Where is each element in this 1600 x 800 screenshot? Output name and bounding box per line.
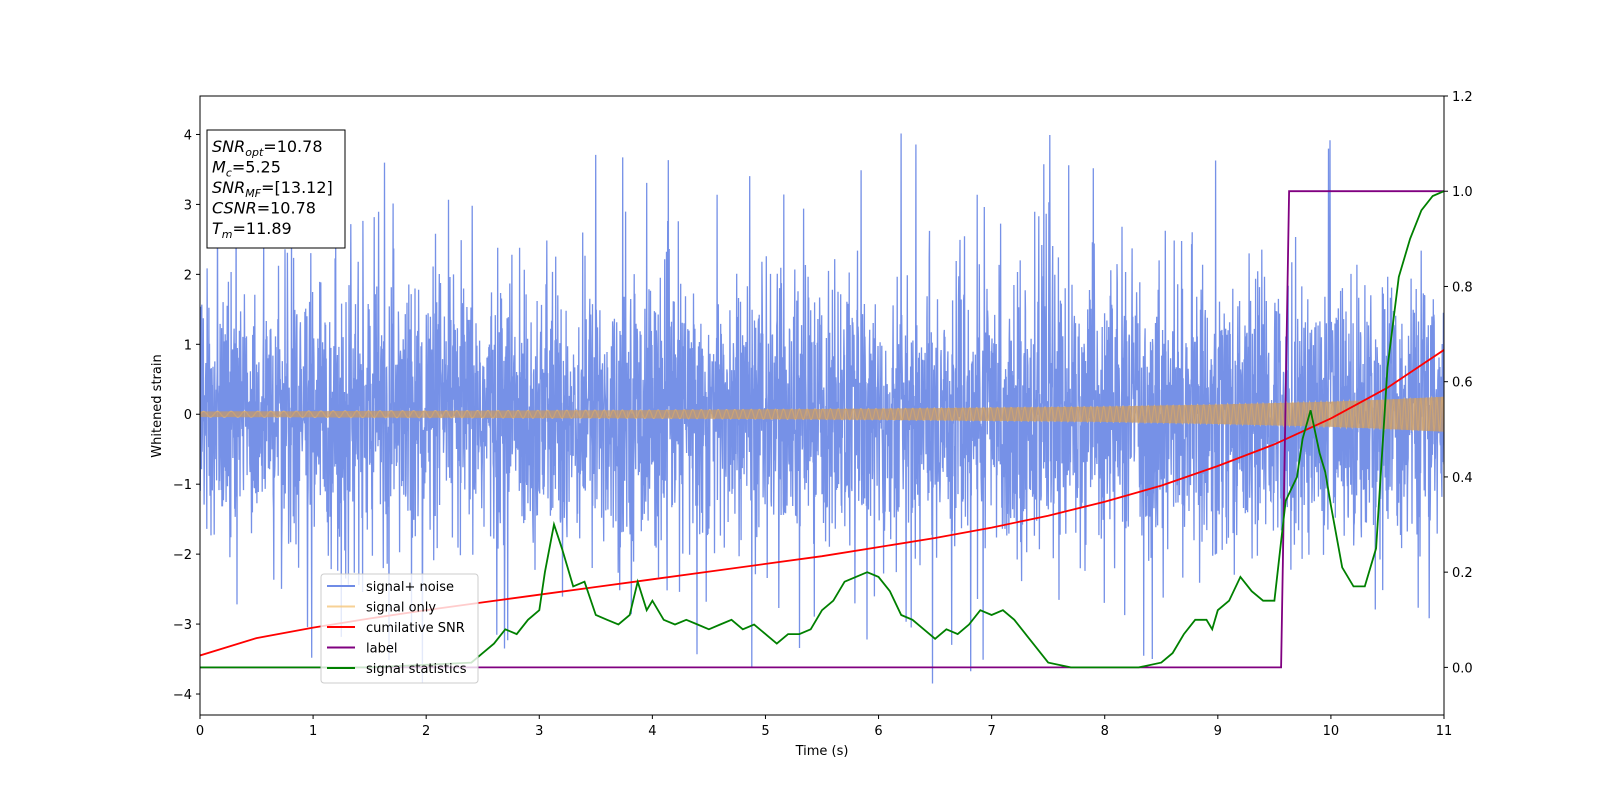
x-tick-label: 3	[535, 724, 543, 739]
x-tick-label: 10	[1323, 724, 1340, 739]
info-line: SNRopt=10.78	[212, 137, 323, 159]
y-tick-label: 4	[184, 128, 192, 143]
y2-tick-label: 0.6	[1452, 376, 1473, 391]
x-tick-label: 7	[987, 724, 995, 739]
legend-label: signal only	[366, 601, 436, 616]
y-tick-label: 2	[184, 268, 192, 283]
info-box: SNRopt=10.78Mc=5.25SNRMF=[13.12]CSNR=10.…	[206, 129, 346, 249]
info-box-frame	[206, 129, 346, 249]
y-tick-label: 1	[184, 338, 192, 353]
legend-label: signal statistics	[366, 662, 467, 677]
y2-tick-label: 1.0	[1452, 185, 1473, 200]
series-label-line	[200, 190, 1444, 669]
plot-frame	[199, 95, 1445, 716]
y-tick-label: −3	[173, 618, 192, 633]
y2-tick-label: 0.8	[1452, 280, 1473, 295]
x-tick-label: 2	[422, 724, 430, 739]
x-tick-label: 9	[1214, 724, 1222, 739]
info-line: Mc=5.25	[212, 158, 281, 180]
y-tick-label: 0	[184, 408, 192, 423]
y-tick-label: −4	[173, 688, 192, 703]
series-signal-statistics-line	[200, 190, 1444, 669]
x-tick-label: 6	[874, 724, 882, 739]
series-signal-noise-line	[200, 133, 1444, 684]
x-tick-label: 1	[309, 724, 317, 739]
legend-frame	[320, 573, 479, 684]
x-tick-label: 5	[761, 724, 769, 739]
y2-tick-label: 1.2	[1452, 90, 1473, 105]
legend-label: label	[366, 642, 397, 657]
info-line: CSNR=10.78	[212, 199, 316, 218]
x-tick-label: 4	[648, 724, 656, 739]
y-tick-label: 3	[184, 198, 192, 213]
x-tick-label: 0	[196, 724, 204, 739]
info-line: Tm=11.89	[212, 219, 292, 241]
legend-label: cumilative SNR	[366, 621, 465, 636]
y2-tick-label: 0.2	[1452, 566, 1473, 581]
info-line: SNRMF=[13.12]	[212, 178, 333, 200]
y-axis-label: Whitened strain	[150, 354, 165, 457]
y2-tick-label: 0.4	[1452, 471, 1473, 486]
x-tick-label: 8	[1101, 724, 1109, 739]
y-tick-label: −1	[173, 478, 192, 493]
x-axis-label: Time (s)	[795, 744, 849, 759]
legend: signal+ noise signal only cumilative SNR la…	[320, 573, 479, 684]
x-tick-label: 11	[1436, 724, 1453, 739]
legend-label: signal+ noise	[366, 580, 454, 595]
y-tick-label: −2	[173, 548, 192, 563]
y2-tick-label: 0.0	[1452, 661, 1473, 676]
signal-only-envelope-fill	[200, 396, 1444, 432]
